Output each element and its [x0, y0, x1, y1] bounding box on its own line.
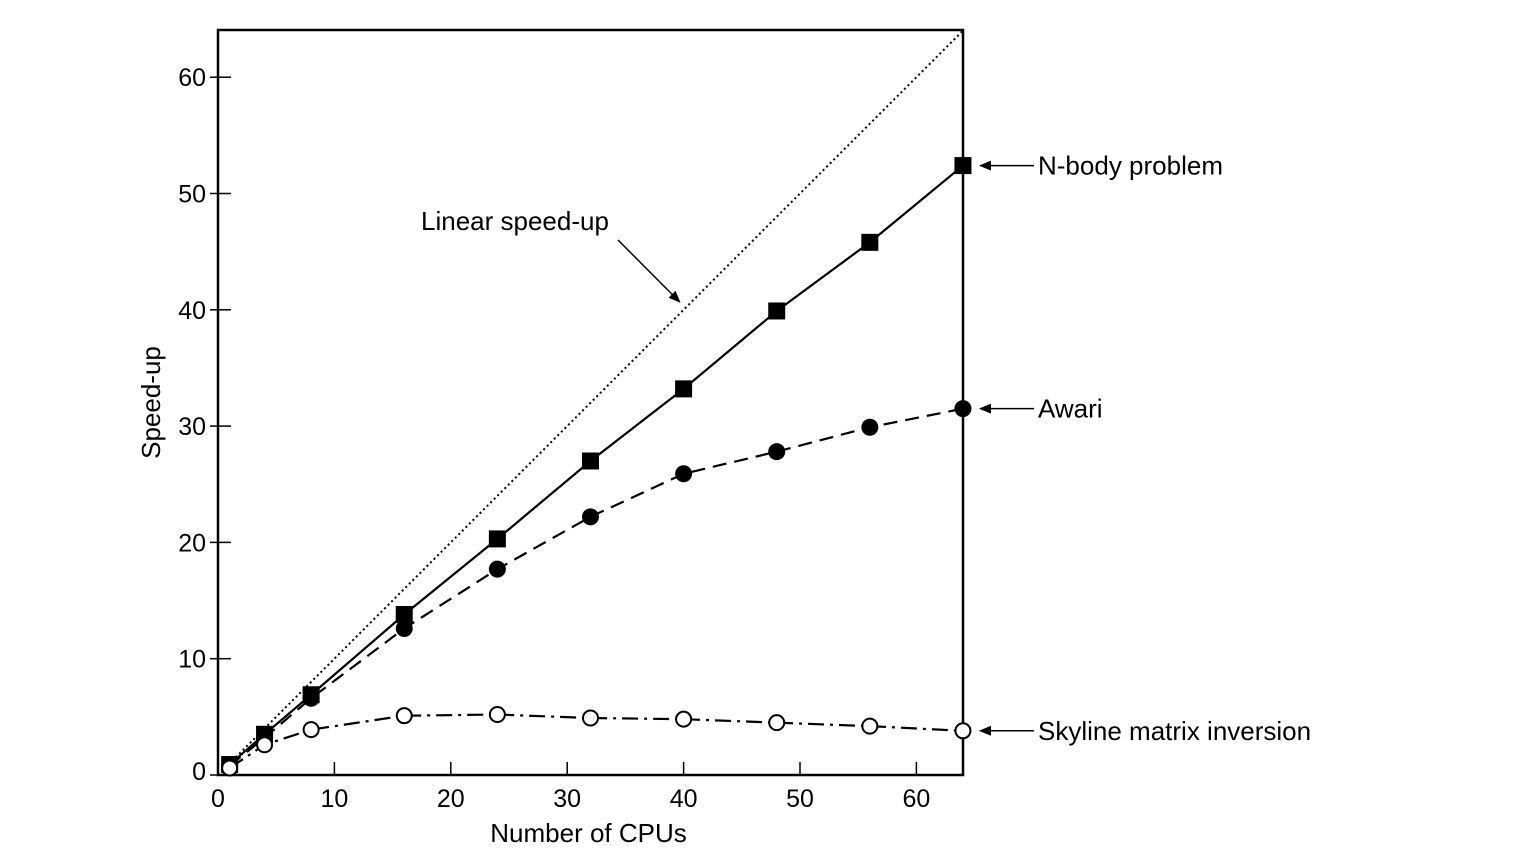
- point-skyline-matrix-inversion: [954, 722, 972, 740]
- point-skyline-matrix-inversion: [861, 717, 879, 735]
- series-line-skyline-matrix-inversion: [229, 713, 964, 769]
- point-skyline-matrix-inversion: [221, 759, 239, 777]
- point-awari: [488, 560, 506, 578]
- x-axis-title: Number of CPUs: [490, 818, 687, 848]
- annotation-arrow: [617, 239, 681, 303]
- y-tick-label: 40: [178, 297, 206, 325]
- y-axis-title: Speed-up: [136, 346, 166, 459]
- annotation-skyline-matrix-inversion: Skyline matrix inversion: [1038, 716, 1311, 746]
- point-n-body-problem: [675, 380, 693, 398]
- x-tick-label: 50: [786, 785, 814, 813]
- y-tick-label: 30: [178, 413, 206, 441]
- point-n-body-problem: [395, 606, 413, 624]
- point-n-body-problem: [954, 157, 972, 175]
- linear-speedup-line: [217, 29, 964, 776]
- point-awari: [395, 619, 413, 637]
- point-skyline-matrix-inversion: [256, 736, 274, 754]
- reference-line-layer: [217, 29, 964, 776]
- y-tick-label: 0: [192, 758, 206, 786]
- x-tick-label: 30: [553, 785, 581, 813]
- x-axis: 0 10 20 30 40 50 60: [211, 762, 930, 813]
- point-skyline-matrix-inversion: [768, 714, 786, 732]
- x-tick-label: 60: [902, 785, 930, 813]
- point-skyline-matrix-inversion: [302, 721, 320, 739]
- y-tick-label: 10: [178, 646, 206, 674]
- y-axis: 0 10 20 30 40 50 60: [178, 64, 231, 786]
- point-awari: [768, 443, 786, 461]
- annotation-layer: Linear speed-up N-body problem Awari Skylin…: [421, 151, 1311, 746]
- point-n-body-problem: [768, 302, 786, 320]
- point-skyline-matrix-inversion: [395, 707, 413, 725]
- x-tick-label: 10: [320, 785, 348, 813]
- x-tick-label: 40: [670, 785, 698, 813]
- annotation-n-body-problem: N-body problem: [1038, 151, 1223, 181]
- series-line-n-body-problem: [228, 164, 964, 766]
- point-n-body-problem: [488, 530, 506, 548]
- point-skyline-matrix-inversion: [581, 709, 599, 727]
- point-n-body-problem: [861, 233, 879, 251]
- y-tick-label: 50: [178, 181, 206, 209]
- point-n-body-problem: [581, 452, 599, 470]
- point-awari: [581, 508, 599, 526]
- y-tick-label: 20: [178, 529, 206, 557]
- series-line-awari: [228, 407, 964, 767]
- point-awari: [302, 689, 320, 707]
- x-tick-label: 0: [211, 785, 225, 813]
- point-awari: [675, 465, 693, 483]
- point-skyline-matrix-inversion: [675, 710, 693, 728]
- point-awari: [861, 418, 879, 436]
- annotation-awari: Awari: [1038, 394, 1103, 424]
- series-layer: [221, 157, 972, 777]
- y-tick-label: 60: [178, 64, 206, 92]
- annotation-linear-speedup: Linear speed-up: [421, 206, 609, 236]
- point-awari: [954, 400, 972, 418]
- point-skyline-matrix-inversion: [488, 706, 506, 724]
- x-tick-label: 20: [437, 785, 465, 813]
